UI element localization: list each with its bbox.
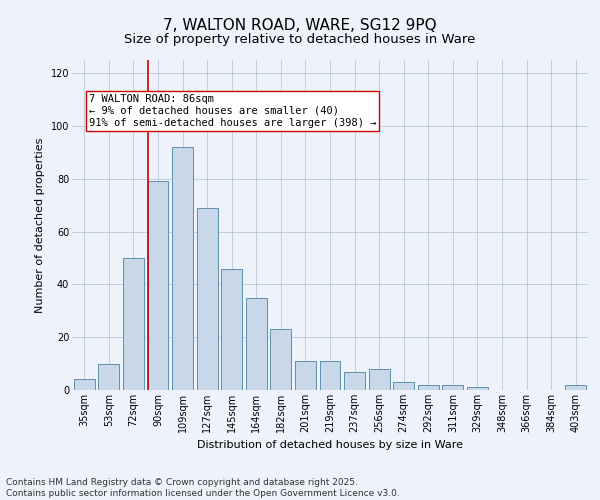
Bar [393, 382, 414, 390]
Bar [148, 182, 169, 390]
Bar [172, 147, 193, 390]
Bar [320, 361, 340, 390]
Text: 7 WALTON ROAD: 86sqm
← 9% of detached houses are smaller (40)
91% of semi-detach: 7 WALTON ROAD: 86sqm ← 9% of detached ho… [89, 94, 376, 128]
Bar [368, 369, 389, 390]
Text: Contains HM Land Registry data © Crown copyright and database right 2025.
Contai: Contains HM Land Registry data © Crown c… [6, 478, 400, 498]
Text: 7, WALTON ROAD, WARE, SG12 9PQ: 7, WALTON ROAD, WARE, SG12 9PQ [163, 18, 437, 32]
X-axis label: Distribution of detached houses by size in Ware: Distribution of detached houses by size … [197, 440, 463, 450]
Bar [565, 384, 586, 390]
Bar [442, 384, 463, 390]
Bar [418, 384, 439, 390]
Bar [123, 258, 144, 390]
Text: Size of property relative to detached houses in Ware: Size of property relative to detached ho… [124, 32, 476, 46]
Bar [74, 380, 95, 390]
Bar [467, 388, 488, 390]
Bar [197, 208, 218, 390]
Bar [98, 364, 119, 390]
Bar [344, 372, 365, 390]
Bar [295, 361, 316, 390]
Bar [221, 268, 242, 390]
Bar [271, 330, 292, 390]
Bar [246, 298, 267, 390]
Y-axis label: Number of detached properties: Number of detached properties [35, 138, 45, 312]
